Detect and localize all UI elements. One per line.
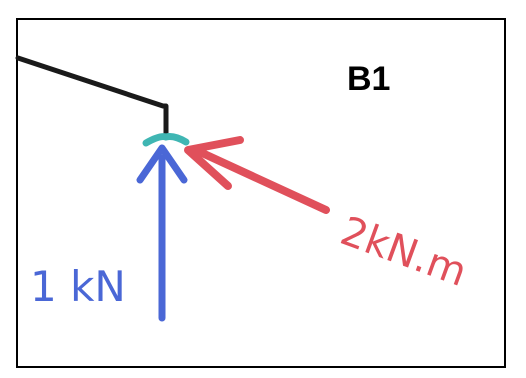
joint-support-marker [146, 137, 186, 143]
panel-label: B1 [347, 60, 390, 98]
moment-arrow [188, 140, 326, 210]
frame-member [18, 58, 166, 136]
force-arrow [140, 148, 184, 318]
force-label: 1 kN [30, 262, 126, 311]
moment-label: 2kN.m [335, 208, 473, 296]
